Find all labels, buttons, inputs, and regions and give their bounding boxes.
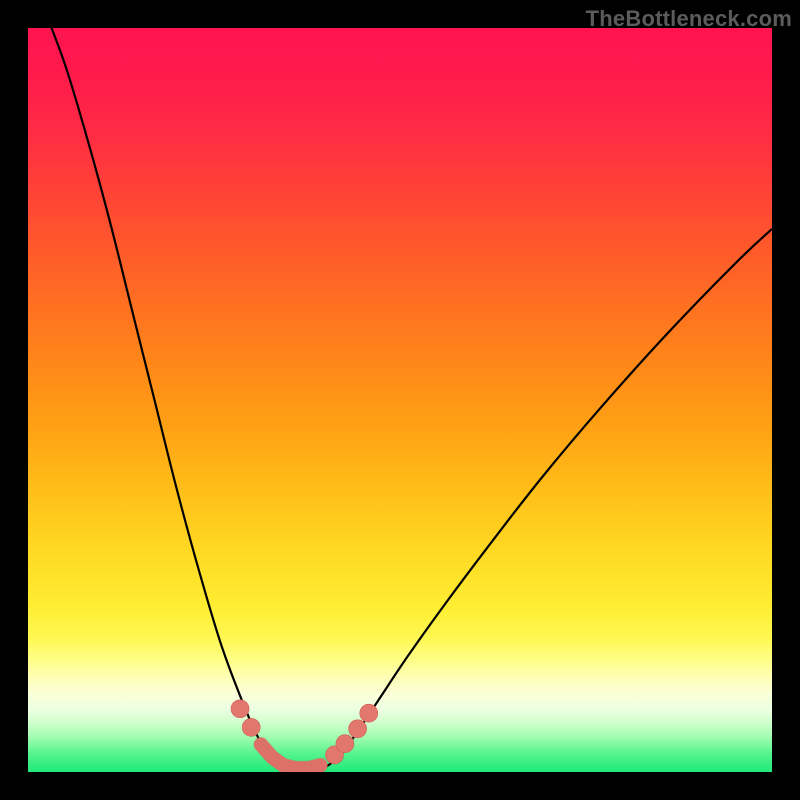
marker-dot — [231, 700, 249, 718]
marker-dot — [242, 718, 260, 736]
watermark-label: TheBottleneck.com — [586, 6, 792, 32]
marker-dot — [336, 735, 354, 753]
marker-dot — [360, 704, 378, 722]
bottleneck-chart — [28, 28, 772, 772]
chart-svg — [28, 28, 772, 772]
marker-dot — [349, 720, 367, 738]
